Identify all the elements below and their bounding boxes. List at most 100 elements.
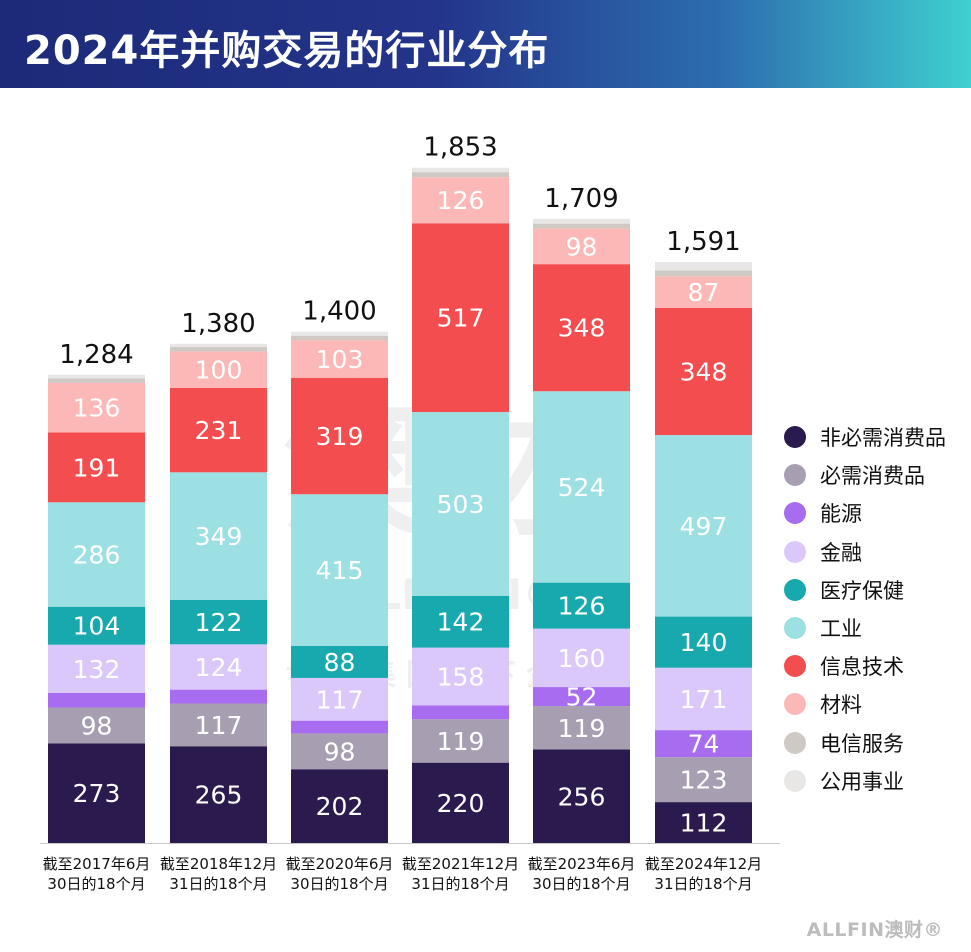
data-label: 415 <box>316 556 364 585</box>
legend-swatch <box>784 464 806 487</box>
bar-segment <box>48 692 145 708</box>
data-label: 256 <box>558 782 606 811</box>
bar-segment <box>291 720 388 734</box>
x-tick-label: 30日的18个月 <box>290 875 388 893</box>
x-tick-label: 截至2018年12月 <box>160 855 277 873</box>
bar-segment <box>412 647 509 706</box>
bar-segment <box>533 582 630 629</box>
data-label: 122 <box>195 608 243 637</box>
bar-segment <box>533 264 630 392</box>
bar-segment <box>170 472 267 600</box>
total-label: 1,400 <box>302 297 376 327</box>
bar-segment <box>533 706 630 750</box>
bar-segment <box>533 218 630 224</box>
bar-segment <box>170 644 267 690</box>
legend-item: 金融 <box>784 533 946 571</box>
bar-segment <box>170 351 267 388</box>
bar-segment <box>170 703 267 747</box>
bar-segment <box>412 172 509 178</box>
data-label: 265 <box>195 781 243 810</box>
total-label: 1,709 <box>544 184 618 214</box>
bar-segment <box>655 307 752 436</box>
data-label: 103 <box>316 345 364 374</box>
legend-label: 材料 <box>820 693 862 718</box>
legend-label: 电信服务 <box>820 731 904 756</box>
legend-item: 非必需消费品 <box>784 418 946 456</box>
data-label: 348 <box>680 358 728 387</box>
bar-segment <box>170 387 267 473</box>
bar-segment <box>48 707 145 744</box>
legend-item: 材料 <box>784 685 946 723</box>
data-label: 52 <box>566 683 598 712</box>
legend-label: 信息技术 <box>820 655 904 680</box>
bar-segment <box>412 595 509 648</box>
stacked-bar-chart: 273 98 132 104 286 191 136 1,284 截至2017年6月 30日的18… <box>40 133 780 893</box>
x-tick-label: 30日的18个月 <box>47 875 145 893</box>
bar-segment <box>412 762 509 843</box>
legend-label: 必需消费品 <box>820 464 925 489</box>
data-label: 231 <box>195 416 243 445</box>
bar-segment <box>291 494 388 646</box>
legend-swatch <box>784 731 806 754</box>
bar-segment <box>655 276 752 308</box>
bar-segment <box>170 599 267 645</box>
chart-legend: 非必需消费品 必需消费品 能源 金融 医疗保健 工业 信息技术 材料 电信服务 公用事业 <box>784 418 946 800</box>
data-label: 140 <box>680 628 728 657</box>
data-label: 123 <box>680 766 728 795</box>
bar-segment <box>48 378 145 383</box>
data-label: 191 <box>73 453 121 482</box>
legend-label: 医疗保健 <box>820 578 904 603</box>
bar-segment <box>291 645 388 678</box>
bar-segment <box>655 616 752 668</box>
bar-segment <box>170 343 267 348</box>
total-label: 1,284 <box>59 340 133 370</box>
x-tick-label: 30日的18个月 <box>532 875 630 893</box>
total-label: 1,380 <box>181 309 255 339</box>
legend-label: 公用事业 <box>820 769 904 794</box>
data-label: 119 <box>558 714 606 743</box>
legend-label: 金融 <box>820 540 862 565</box>
legend-item: 信息技术 <box>784 647 946 685</box>
bar-segment <box>48 432 145 503</box>
bar-segment <box>655 261 752 271</box>
bar-segment <box>48 644 145 693</box>
bar-segment <box>533 228 630 265</box>
bar-segment <box>655 730 752 758</box>
bar-segment <box>170 746 267 843</box>
data-label: 158 <box>437 662 485 691</box>
data-label: 100 <box>195 356 243 385</box>
bar-segment <box>412 705 509 720</box>
bar-segment <box>655 802 752 843</box>
x-tick-label: 截至2020年6月 <box>286 855 394 873</box>
data-label: 117 <box>195 711 243 740</box>
data-label: 119 <box>437 727 485 756</box>
data-label: 88 <box>324 648 356 677</box>
legend-swatch <box>784 578 806 601</box>
data-label: 98 <box>81 711 113 740</box>
bar-segment <box>291 769 388 843</box>
x-tick-label: 31日的18个月 <box>411 875 509 893</box>
data-label: 126 <box>558 592 606 621</box>
data-label: 524 <box>558 473 606 502</box>
bar-segment <box>48 743 145 843</box>
bar-segment <box>412 412 509 596</box>
legend-swatch <box>784 655 806 678</box>
data-label: 348 <box>558 314 606 343</box>
data-label: 142 <box>437 608 485 637</box>
legend-item: 能源 <box>784 494 946 532</box>
bar-segment <box>412 223 509 413</box>
legend-swatch <box>784 769 806 792</box>
x-tick-label: 截至2017年6月 <box>43 855 151 873</box>
bar-segment <box>412 167 509 173</box>
data-label: 349 <box>195 522 243 551</box>
bar-segment <box>48 382 145 433</box>
footer-logo: ALLFIN澳财® <box>806 919 943 941</box>
bar-segment <box>291 733 388 770</box>
data-label: 171 <box>680 685 728 714</box>
bar-segment <box>655 270 752 277</box>
data-label: 503 <box>437 490 485 519</box>
x-tick-label: 截至2021年12月 <box>402 855 519 873</box>
total-label: 1,591 <box>666 227 740 257</box>
data-label: 74 <box>688 730 720 759</box>
legend-label: 非必需消费品 <box>820 426 946 451</box>
